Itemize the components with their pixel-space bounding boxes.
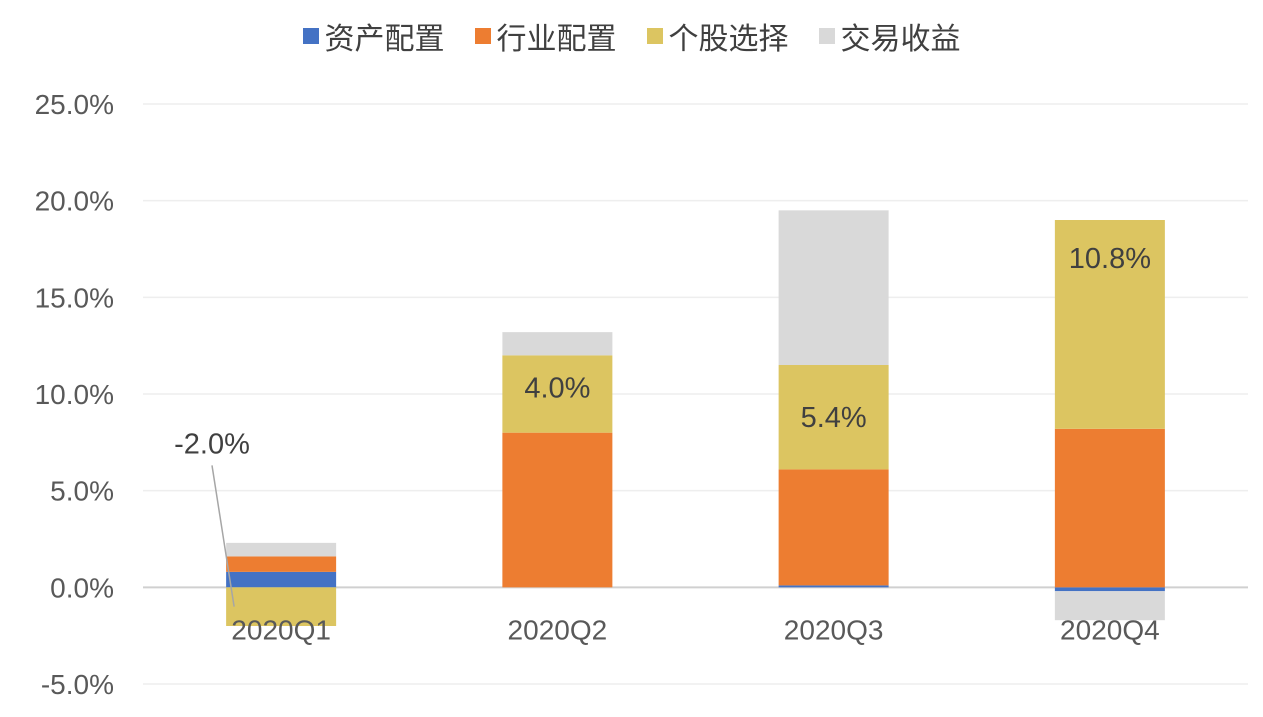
legend-item: 资产配置 — [302, 14, 445, 58]
legend-swatch — [474, 28, 491, 44]
bar-segment — [502, 355, 613, 433]
bar-segment — [1054, 428, 1165, 588]
bar-segment — [226, 587, 337, 626]
bar-segment — [778, 365, 889, 470]
data-label: 10.8% — [1069, 243, 1151, 275]
x-tick-label: 2020Q4 — [1060, 614, 1160, 645]
y-tick-label: 10.0% — [35, 379, 114, 410]
bar-segment — [502, 332, 613, 356]
legend-swatch — [646, 28, 663, 44]
data-label: 4.0% — [524, 372, 590, 404]
x-tick-label: 2020Q1 — [231, 614, 331, 645]
bar-segment — [226, 542, 337, 557]
y-tick-label: -5.0% — [41, 669, 114, 700]
bar-segment — [502, 432, 613, 588]
legend-label: 个股选择 — [668, 22, 789, 57]
y-tick-label: 25.0% — [35, 89, 114, 120]
bar-segment — [1054, 220, 1165, 429]
callout-leader-line — [211, 465, 235, 607]
chart-legend: 资产配置 行业配置 个股选择 交易收益 — [0, 14, 1263, 58]
y-tick-label: 0.0% — [50, 572, 114, 603]
legend-label: 资产配置 — [324, 22, 445, 57]
x-tick-label: 2020Q3 — [784, 614, 884, 645]
y-tick-label: 15.0% — [35, 282, 114, 313]
legend-label: 行业配置 — [496, 22, 617, 57]
bar-segment — [1054, 591, 1165, 621]
bar-segment — [1054, 587, 1165, 592]
legend-swatch — [818, 28, 835, 44]
legend-label: 交易收益 — [840, 22, 961, 57]
legend-item: 行业配置 — [474, 14, 617, 58]
bar-segment — [778, 469, 889, 586]
x-tick-label: 2020Q2 — [508, 614, 608, 645]
data-label: 5.4% — [801, 402, 867, 434]
bar-segment — [226, 556, 337, 572]
y-tick-label: 5.0% — [50, 476, 114, 507]
bar-segment — [778, 585, 889, 588]
y-tick-label: 20.0% — [35, 186, 114, 217]
legend-item: 个股选择 — [646, 14, 789, 58]
bar-segment — [226, 571, 337, 588]
data-label: -2.0% — [174, 428, 250, 460]
legend-swatch — [302, 28, 319, 44]
legend-item: 交易收益 — [818, 14, 961, 58]
bar-segment — [778, 210, 889, 365]
